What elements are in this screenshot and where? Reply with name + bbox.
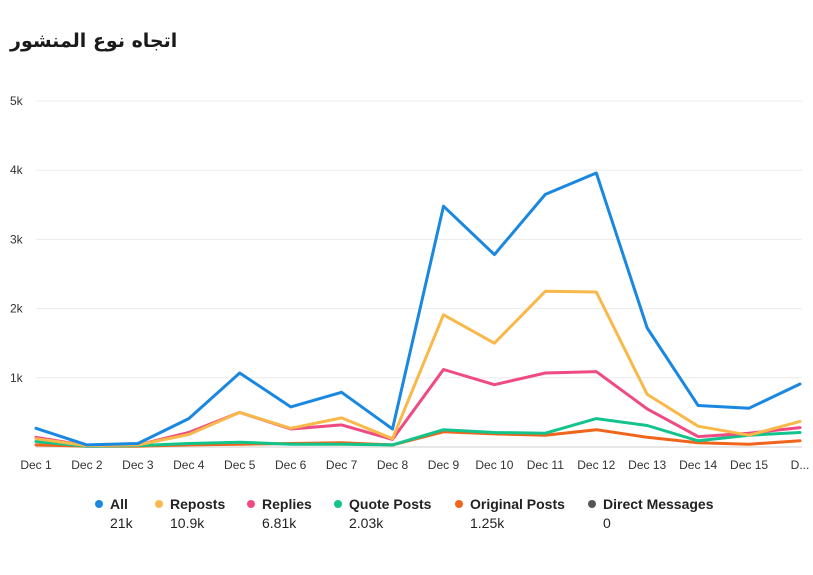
series-line-replies (34, 368, 802, 448)
legend-dot (247, 500, 255, 508)
legend-label: All (110, 496, 128, 512)
series-line-quote-posts (34, 417, 802, 448)
x-tick-label: Dec 15 (730, 458, 768, 472)
legend-label: Reposts (170, 496, 226, 512)
legend-label: Replies (262, 496, 312, 512)
x-tick-label: Dec 14 (679, 458, 717, 472)
x-tick-label: Dec 10 (475, 458, 513, 472)
x-tick-label: Dec 13 (628, 458, 666, 472)
legend-label: Original Posts (470, 496, 565, 512)
legend-total: 10.9k (170, 515, 205, 531)
series-line-all (34, 171, 802, 447)
x-tick-label: Dec 9 (428, 458, 460, 472)
x-tick-label: Dec 7 (326, 458, 358, 472)
x-tick-label: Dec 3 (122, 458, 154, 472)
chart-title: اتجاه نوع المنشور (10, 30, 178, 52)
x-tick-label: Dec 12 (577, 458, 615, 472)
y-tick-label: 3k (10, 232, 24, 246)
legend-label: Direct Messages (603, 496, 714, 512)
x-tick-label: Dec 2 (71, 458, 103, 472)
legend-total: 6.81k (262, 515, 297, 531)
legend-item-reposts[interactable]: Reposts 10.9k (155, 496, 247, 531)
legend-total: 0 (603, 515, 611, 531)
y-tick-label: 4k (10, 163, 24, 177)
line-chart: 1k 2k 3k 4k 5k Dec 1 Dec 2 Dec 3 Dec 4 Dec 5 Dec 6… (10, 94, 810, 472)
x-tick-label: D... (791, 458, 810, 472)
y-tick-label: 2k (10, 302, 24, 316)
legend-dot (155, 500, 163, 508)
x-tick-label: Dec 5 (224, 458, 256, 472)
x-tick-label: Dec 1 (20, 458, 52, 472)
series-line-reposts (34, 289, 802, 448)
y-tick-label: 1k (10, 371, 24, 385)
legend-total: 2.03k (349, 515, 384, 531)
chart-legend: All 21k Reposts 10.9k Replies 6.81k Quote Post… (95, 496, 718, 531)
legend-item-replies[interactable]: Replies 6.81k (247, 496, 334, 531)
legend-total: 21k (110, 515, 133, 531)
legend-item-original-posts[interactable]: Original Posts 1.25k (455, 496, 588, 531)
legend-dot (588, 500, 596, 508)
legend-item-quote-posts[interactable]: Quote Posts 2.03k (334, 496, 455, 531)
x-tick-label: Dec 4 (173, 458, 205, 472)
y-tick-label: 5k (10, 94, 24, 108)
x-tick-label: Dec 11 (527, 458, 564, 472)
x-tick-label: Dec 8 (377, 458, 409, 472)
legend-dot (455, 500, 463, 508)
legend-dot (95, 500, 103, 508)
legend-label: Quote Posts (349, 496, 432, 512)
legend-item-all[interactable]: All 21k (95, 496, 155, 531)
legend-total: 1.25k (470, 515, 505, 531)
legend-dot (334, 500, 342, 508)
x-tick-label: Dec 6 (275, 458, 307, 472)
legend-item-direct-messages[interactable]: Direct Messages 0 (588, 496, 718, 531)
